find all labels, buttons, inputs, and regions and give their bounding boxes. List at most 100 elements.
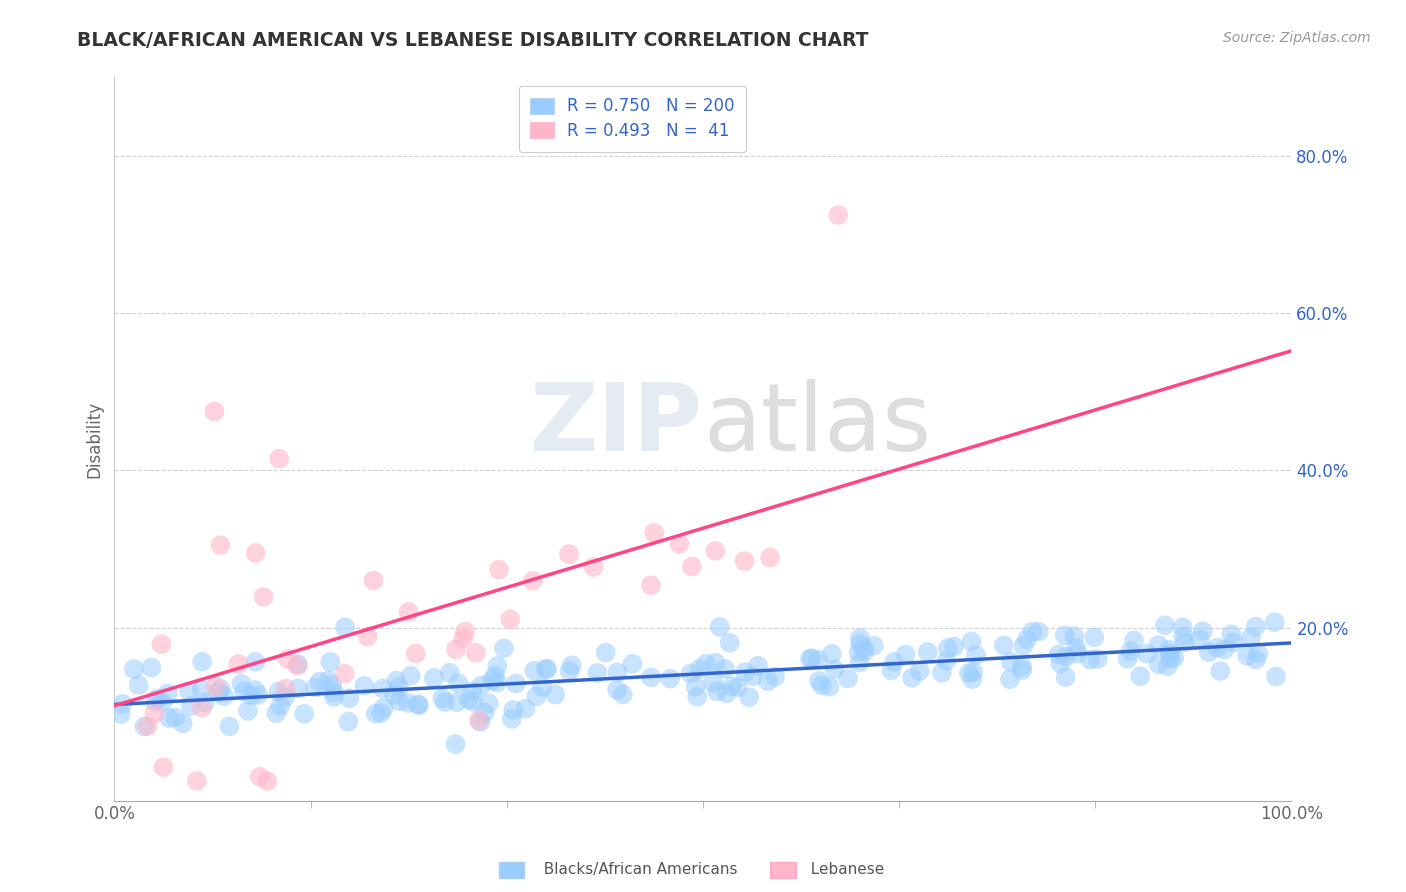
Point bbox=[465, 646, 488, 660]
Point bbox=[385, 673, 408, 688]
Point bbox=[474, 706, 496, 720]
Point bbox=[515, 701, 537, 715]
Point bbox=[1220, 627, 1243, 641]
Point bbox=[1123, 633, 1146, 648]
Point bbox=[709, 620, 731, 634]
Point bbox=[1156, 659, 1178, 673]
Point bbox=[998, 672, 1021, 686]
Point bbox=[318, 673, 340, 688]
Point bbox=[848, 656, 870, 670]
Point bbox=[936, 641, 959, 656]
Point bbox=[319, 655, 342, 669]
Point bbox=[837, 671, 859, 685]
Point bbox=[1147, 657, 1170, 672]
Point bbox=[849, 637, 872, 651]
Point bbox=[267, 684, 290, 698]
Point bbox=[243, 683, 266, 698]
Point bbox=[434, 695, 457, 709]
Point bbox=[439, 665, 461, 680]
Point bbox=[191, 700, 214, 714]
Point bbox=[304, 680, 326, 694]
Point bbox=[382, 688, 405, 702]
Point bbox=[423, 671, 446, 685]
Point bbox=[204, 680, 226, 694]
Point bbox=[454, 624, 477, 639]
Point bbox=[1054, 649, 1077, 664]
Point bbox=[249, 770, 271, 784]
Point bbox=[718, 636, 741, 650]
Point bbox=[1147, 638, 1170, 652]
Point bbox=[333, 666, 356, 681]
Y-axis label: Disability: Disability bbox=[86, 401, 103, 477]
Point bbox=[308, 674, 330, 689]
Point bbox=[704, 544, 727, 558]
Point bbox=[111, 697, 134, 711]
Point bbox=[406, 698, 429, 712]
Point bbox=[1209, 664, 1232, 678]
Point bbox=[1136, 647, 1159, 661]
Point bbox=[524, 690, 547, 704]
Point bbox=[1188, 632, 1211, 647]
Point bbox=[179, 684, 201, 698]
Point bbox=[457, 692, 479, 706]
Point bbox=[398, 605, 420, 619]
Point bbox=[143, 694, 166, 708]
Point bbox=[1066, 640, 1088, 655]
Point bbox=[1163, 650, 1185, 665]
Point bbox=[150, 637, 173, 651]
Point bbox=[1236, 648, 1258, 663]
Point bbox=[640, 578, 662, 592]
Point bbox=[716, 686, 738, 700]
Point bbox=[373, 701, 395, 715]
Point bbox=[606, 665, 628, 680]
Point bbox=[233, 684, 256, 698]
Point bbox=[444, 642, 467, 657]
Point bbox=[1012, 639, 1035, 653]
Point bbox=[727, 680, 749, 694]
Point bbox=[931, 665, 953, 680]
Point bbox=[681, 559, 703, 574]
Point bbox=[481, 673, 503, 688]
Point bbox=[143, 706, 166, 721]
Point bbox=[122, 662, 145, 676]
Point bbox=[824, 662, 846, 676]
Point bbox=[1028, 624, 1050, 639]
Point bbox=[236, 704, 259, 718]
Point bbox=[686, 690, 709, 704]
Point bbox=[274, 690, 297, 705]
Point bbox=[1264, 615, 1286, 630]
Point bbox=[388, 680, 411, 694]
Point bbox=[245, 546, 267, 560]
Point bbox=[1054, 670, 1077, 684]
Point bbox=[1154, 618, 1177, 632]
Point bbox=[558, 664, 581, 678]
Point bbox=[960, 634, 983, 648]
Point bbox=[432, 691, 454, 706]
Point bbox=[1049, 657, 1071, 671]
Point bbox=[689, 662, 711, 676]
Point bbox=[606, 682, 628, 697]
Point bbox=[396, 696, 419, 710]
Point bbox=[486, 659, 509, 673]
Text: Blacks/African Americans: Blacks/African Americans bbox=[534, 863, 738, 877]
Point bbox=[1213, 642, 1236, 657]
Point bbox=[363, 574, 385, 588]
Point bbox=[499, 612, 522, 626]
Point bbox=[849, 632, 872, 646]
Point bbox=[908, 664, 931, 678]
Point bbox=[186, 774, 208, 789]
Point bbox=[534, 662, 557, 676]
Point bbox=[157, 711, 180, 725]
Point bbox=[256, 774, 278, 789]
Point bbox=[486, 675, 509, 690]
Point bbox=[492, 641, 515, 656]
Point bbox=[231, 676, 253, 690]
Point bbox=[228, 657, 250, 671]
Point bbox=[901, 671, 924, 685]
Point bbox=[152, 695, 174, 709]
Point bbox=[136, 719, 159, 733]
Point bbox=[1191, 624, 1213, 639]
Point bbox=[191, 655, 214, 669]
Point bbox=[759, 550, 782, 565]
Point bbox=[595, 646, 617, 660]
